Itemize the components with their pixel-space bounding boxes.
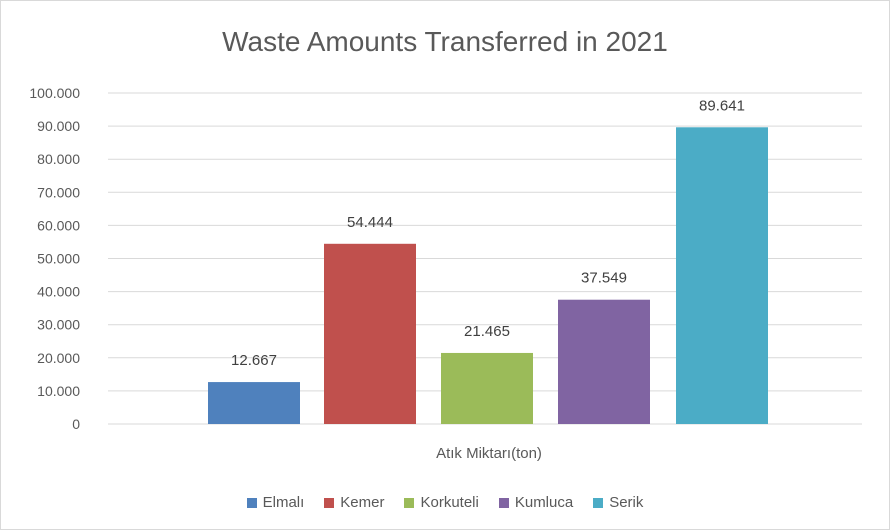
legend-item: Serik — [593, 494, 643, 511]
legend-swatch — [324, 497, 335, 508]
y-tick-label: 60.000 — [37, 217, 80, 233]
y-tick-label: 40.000 — [37, 284, 80, 300]
legend-label: Korkuteli — [420, 494, 479, 511]
y-tick-label: 30.000 — [37, 317, 80, 333]
legend-label: Elmalı — [262, 494, 305, 511]
bar-kumluca — [558, 299, 650, 424]
y-tick-label: 100.000 — [29, 85, 80, 101]
y-tick-label: 10.000 — [37, 383, 80, 399]
legend-label: Kumluca — [514, 494, 574, 511]
bar-elmalı — [208, 382, 300, 424]
data-label: 12.667 — [231, 352, 277, 369]
legend-label: Serik — [609, 494, 644, 511]
data-label: 54.444 — [347, 214, 393, 231]
legend-swatch — [404, 497, 415, 508]
chart-title: Waste Amounts Transferred in 2021 — [222, 26, 668, 57]
bar-serik — [676, 127, 768, 424]
legend-item: Kemer — [324, 494, 384, 511]
legend-swatch — [246, 497, 257, 508]
legend: Elmalı Kemer Korkuteli Kumluca Serik — [0, 494, 890, 511]
data-label: 89.641 — [699, 97, 745, 114]
bar-kemer — [324, 243, 416, 424]
legend-item: Elmalı — [246, 494, 305, 511]
legend-swatch — [593, 497, 604, 508]
bar-korkuteli — [441, 352, 533, 424]
legend-item: Kumluca — [498, 494, 574, 511]
y-tick-label: 0 — [72, 416, 80, 432]
y-tick-label: 70.000 — [37, 184, 80, 200]
data-label: 21.465 — [464, 323, 510, 340]
x-category-label: Atık Miktarı(ton) — [436, 445, 542, 462]
legend-item: Korkuteli — [404, 494, 479, 511]
y-tick-label: 20.000 — [37, 350, 80, 366]
data-label: 37.549 — [581, 270, 627, 287]
y-tick-label: 50.000 — [37, 251, 80, 267]
y-tick-label: 90.000 — [37, 118, 80, 134]
legend-swatch — [498, 497, 509, 508]
y-tick-label: 80.000 — [37, 151, 80, 167]
legend-label: Kemer — [340, 494, 385, 511]
